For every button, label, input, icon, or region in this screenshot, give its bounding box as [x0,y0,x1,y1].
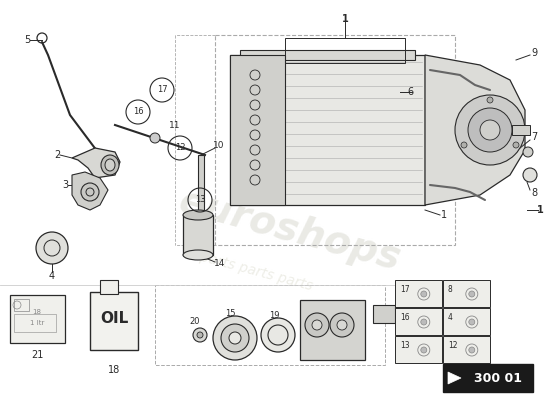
Circle shape [221,324,249,352]
Text: 17: 17 [157,86,167,94]
Circle shape [421,319,427,325]
Text: 20: 20 [190,318,200,326]
Circle shape [480,120,500,140]
Text: 5: 5 [24,35,30,45]
Text: 10: 10 [213,142,225,150]
Bar [198,155,204,220]
Text: OIL: OIL [100,311,128,326]
Bar [215,35,455,245]
Text: 8: 8 [531,188,537,198]
Bar [183,215,213,255]
Bar [373,305,395,323]
Text: 15: 15 [225,308,235,318]
Circle shape [455,95,525,165]
Text: 6: 6 [407,87,413,97]
Text: 9: 9 [531,48,537,58]
Text: 21: 21 [31,350,43,360]
Text: 13: 13 [400,341,410,350]
Text: 1: 1 [441,210,447,220]
Polygon shape [448,372,461,384]
Bar [10,295,65,343]
Text: 17: 17 [400,285,410,294]
Text: 16: 16 [133,108,144,116]
Text: 8: 8 [448,285,453,294]
Bar [90,292,138,350]
Polygon shape [72,148,120,178]
Text: 1: 1 [342,14,348,24]
Bar [443,308,490,335]
Polygon shape [72,172,108,210]
Bar [230,55,425,205]
Bar [443,336,490,363]
Bar [512,125,530,135]
Circle shape [513,142,519,148]
Text: 2: 2 [54,150,60,160]
Circle shape [469,319,475,325]
Text: 19: 19 [269,310,279,320]
Bar [285,38,405,63]
Bar [100,280,118,294]
Circle shape [229,332,241,344]
Circle shape [487,97,493,103]
Ellipse shape [101,155,119,175]
Ellipse shape [183,250,213,260]
Circle shape [150,133,160,143]
Text: 1 ltr: 1 ltr [30,320,44,326]
Circle shape [312,320,322,330]
Bar [443,280,490,307]
Circle shape [469,347,475,353]
Text: 18: 18 [32,309,41,315]
Circle shape [523,168,537,182]
Circle shape [81,183,99,201]
Text: 12: 12 [448,341,458,350]
Text: 16: 16 [400,313,410,322]
Circle shape [468,108,512,152]
Circle shape [305,313,329,337]
Bar [395,336,442,363]
Bar [443,364,533,392]
Text: 18: 18 [108,365,120,375]
Text: 14: 14 [214,260,225,268]
Circle shape [523,147,533,157]
Text: 7: 7 [531,132,537,142]
Bar [395,280,442,307]
Bar [240,50,415,60]
Text: 11: 11 [169,120,181,130]
Text: 4: 4 [49,271,55,281]
Bar [300,300,365,360]
Circle shape [421,347,427,353]
Text: a parts parts parts: a parts parts parts [186,246,314,294]
Circle shape [330,313,354,337]
Text: 1: 1 [537,205,543,215]
Ellipse shape [183,210,213,220]
Bar [155,285,385,365]
Circle shape [337,320,347,330]
Circle shape [461,142,467,148]
Text: 4: 4 [448,313,453,322]
Circle shape [193,328,207,342]
Text: 3: 3 [62,180,68,190]
Text: 12: 12 [175,144,185,152]
Circle shape [36,232,68,264]
Bar [14,314,56,332]
Bar [230,55,285,205]
Circle shape [197,332,203,338]
Polygon shape [425,55,525,205]
Circle shape [261,318,295,352]
Text: 13: 13 [195,196,205,204]
Circle shape [213,316,257,360]
Text: euroshops: euroshops [175,182,405,278]
Circle shape [469,291,475,297]
Bar [14,299,29,311]
Bar [395,308,442,335]
Circle shape [421,291,427,297]
Text: 300 01: 300 01 [474,372,522,384]
Ellipse shape [105,159,115,171]
